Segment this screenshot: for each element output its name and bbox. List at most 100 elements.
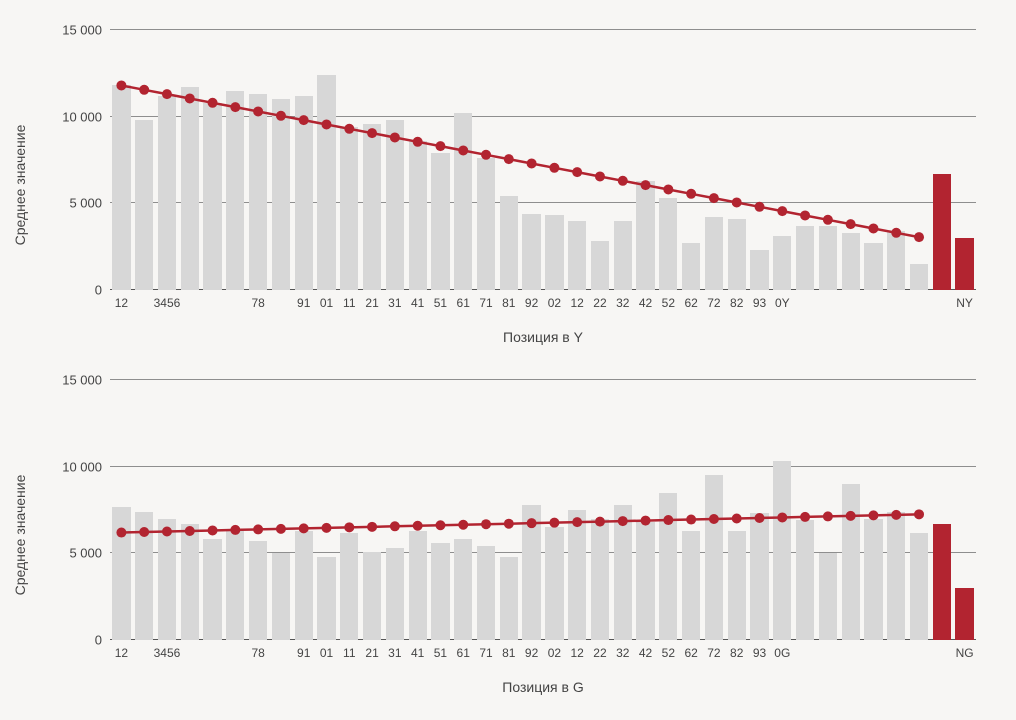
bar (728, 531, 746, 640)
bar (500, 196, 518, 290)
bar-slot (908, 380, 931, 640)
bar (431, 543, 449, 640)
bar-slot (315, 380, 338, 640)
x-tick-label: 81 (502, 296, 515, 310)
bar (842, 233, 860, 290)
bar (682, 243, 700, 290)
bar-slot (201, 30, 224, 290)
bar-slot (224, 380, 247, 640)
bar-slot (611, 30, 634, 290)
bar (796, 226, 814, 290)
bar-slot (520, 30, 543, 290)
bar-slot (338, 30, 361, 290)
bar (409, 141, 427, 290)
x-tick-label: 82 (730, 296, 743, 310)
x-tick-label: 11 (343, 296, 355, 310)
bar (682, 531, 700, 640)
x-tick-label: 52 (662, 646, 675, 660)
bar (819, 226, 837, 290)
bar-slot (315, 30, 338, 290)
bar-slot (611, 380, 634, 640)
x-tick-label: 91 (297, 646, 310, 660)
bar-slot (178, 30, 201, 290)
bar-slot (452, 30, 475, 290)
bar-slot (908, 30, 931, 290)
bar-slot (566, 30, 589, 290)
bar-slot (383, 30, 406, 290)
bar-slot (133, 380, 156, 640)
bar-slot (862, 380, 885, 640)
x-tick-label: NG (956, 646, 974, 660)
bar (705, 217, 723, 290)
x-tick-label: 51 (434, 646, 447, 660)
x-tick-label: 61 (457, 646, 470, 660)
bar-slot (110, 30, 133, 290)
x-tick-label: 21 (365, 646, 378, 660)
bar-slot (703, 380, 726, 640)
bar-slot (201, 380, 224, 640)
x-tick-label: 62 (684, 646, 697, 660)
bar (363, 552, 381, 640)
x-tick-label: 01 (320, 296, 333, 310)
bar-slot (338, 380, 361, 640)
bar (340, 127, 358, 290)
bar (500, 557, 518, 640)
bar (568, 510, 586, 640)
x-tick-label: 78 (251, 296, 264, 310)
x-tick-label: 22 (593, 646, 606, 660)
bar (522, 505, 540, 640)
bar (317, 557, 335, 640)
bar (181, 524, 199, 640)
bar (158, 519, 176, 640)
bar (545, 215, 563, 290)
bar-slot (748, 30, 771, 290)
bar-slot (406, 380, 429, 640)
bar (272, 99, 290, 290)
bar-slot (133, 30, 156, 290)
x-tick-label: 81 (502, 646, 515, 660)
bar-slot (725, 380, 748, 640)
bar (158, 96, 176, 290)
bar (933, 174, 951, 290)
chart-panel-bottom: Среднее значение05 00010 00015 000123456… (30, 370, 986, 700)
bar (431, 153, 449, 290)
x-tick-label: 93 (753, 296, 766, 310)
bar-slot (657, 30, 680, 290)
x-tick-label: 22 (593, 296, 606, 310)
y-tick-label: 15 000 (62, 373, 110, 388)
x-tick-label: 12 (115, 296, 128, 310)
bar-slot (270, 380, 293, 640)
x-tick-label: 3456 (154, 646, 181, 660)
y-tick-label: 5 000 (69, 196, 110, 211)
bar-slot (224, 30, 247, 290)
x-tick-label: 11 (343, 646, 355, 660)
bar-slot (703, 30, 726, 290)
bar-slot (543, 30, 566, 290)
y-tick-label: 10 000 (62, 109, 110, 124)
x-tick-label: 78 (251, 646, 264, 660)
y-tick-label: 15 000 (62, 23, 110, 38)
bar (317, 75, 335, 290)
bar (614, 221, 632, 290)
bar-slot (452, 380, 475, 640)
x-tick-label: 0Y (775, 296, 790, 310)
x-tick-label: 0G (774, 646, 790, 660)
bar-slot (406, 30, 429, 290)
bar (933, 524, 951, 640)
bar-slot (794, 380, 817, 640)
x-tick-label: 91 (297, 296, 310, 310)
bar (112, 507, 130, 640)
bar-slot (589, 30, 612, 290)
bar-slot (247, 30, 270, 290)
bar (750, 250, 768, 290)
bar-slot (429, 380, 452, 640)
bar-slot (748, 380, 771, 640)
x-tick-label: 32 (616, 296, 629, 310)
x-tick-label: 02 (548, 296, 561, 310)
bar (181, 87, 199, 290)
bar-slot (156, 380, 179, 640)
x-tick-label: 12 (570, 296, 583, 310)
bar-slot (383, 380, 406, 640)
bar (636, 181, 654, 290)
bar-slot (566, 380, 589, 640)
